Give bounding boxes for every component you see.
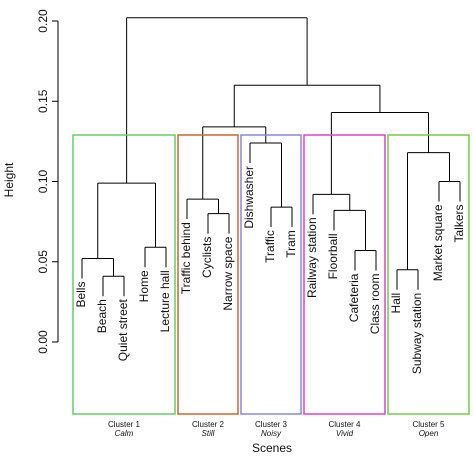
leaf-label: Railway station	[305, 217, 319, 298]
cluster-label: Noisy	[261, 429, 282, 438]
cluster-box	[72, 134, 176, 415]
leaf-label: Cyclists	[200, 237, 214, 278]
cluster-box	[303, 134, 386, 415]
y-tick-label: 0.00	[36, 330, 50, 354]
cluster-box	[177, 134, 239, 415]
cluster-label: Calm	[115, 429, 134, 438]
y-axis-label: Height	[2, 162, 16, 197]
x-axis-label: Scenes	[252, 441, 292, 455]
leaf-label: Class room	[368, 274, 382, 335]
y-tick-label: 0.15	[36, 89, 50, 113]
leaf-label: Traffic	[263, 230, 277, 263]
leaf-label: Bells	[74, 282, 88, 308]
leaf-label: Floorball	[326, 233, 340, 279]
y-tick-label: 0.10	[36, 169, 50, 193]
leaf-label: Talkers	[452, 205, 466, 243]
leaf-label: Home	[137, 270, 151, 302]
cluster-name: Cluster 2	[192, 420, 225, 429]
y-tick-label: 0.20	[36, 9, 50, 33]
leaf-label: Dishwasher	[242, 166, 256, 229]
cluster-label: Still	[202, 429, 215, 438]
leaf-label: Tram	[284, 230, 298, 258]
leaf-label: Quiet street	[116, 299, 130, 362]
leaf-label: Lecture hall	[158, 270, 172, 332]
cluster-label: Open	[419, 429, 439, 438]
cluster-name: Cluster 5	[412, 420, 445, 429]
leaf-label: Traffic behind	[179, 222, 193, 294]
leaf-label: Cafeteria	[347, 273, 361, 322]
y-tick-label: 0.05	[36, 250, 50, 274]
cluster-label: Vivid	[336, 429, 354, 438]
cluster-name: Cluster 1	[108, 420, 141, 429]
cluster-box	[387, 134, 470, 415]
leaf-label: Narrow space	[221, 236, 235, 310]
leaf-label: Subway station	[410, 293, 424, 374]
cluster-name: Cluster 3	[255, 420, 288, 429]
leaf-label: Beach	[95, 299, 109, 333]
cluster-box	[240, 134, 302, 415]
cluster-name: Cluster 4	[328, 420, 361, 429]
leaf-label: Market square	[431, 204, 445, 281]
leaf-label: Hall	[389, 293, 403, 314]
